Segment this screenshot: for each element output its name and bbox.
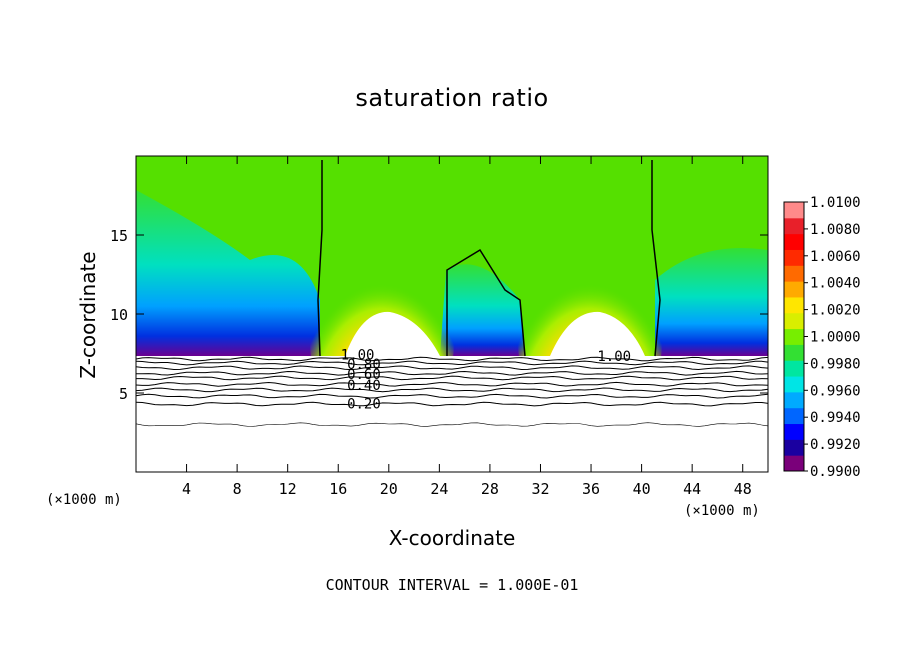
colorbar: 1.0100 1.0080 1.0060 1.0040 1.0020 1.0000 0.99… [783,195,861,480]
y-axis: 5 10 15 [110,227,768,403]
colorbar-label: 1.0040 [810,276,861,292]
colorbar-label: 1.0060 [810,249,861,265]
contour-line [136,370,769,376]
x-tick-label: 24 [430,480,448,498]
colorbar-swatch [784,312,804,330]
x-tick-label: 48 [734,480,752,498]
colorbar-swatch [784,423,804,440]
chart-title: saturation ratio [355,84,549,112]
contour-label: 0.20 [347,396,381,412]
colorbar-label: 0.9920 [810,437,861,453]
colorbar-swatch [784,233,804,250]
contour-line [135,401,769,407]
y-tick-label: 10 [110,306,128,324]
contour-label: 0.60 [347,367,381,383]
colorbar-swatch [784,281,804,298]
colorbar-label: 1.0020 [810,303,861,319]
x-tick-label: 16 [329,480,347,498]
colorbar-swatch [784,265,804,282]
y-tick-label: 15 [110,227,128,245]
colorbar-swatch [784,407,804,425]
colorbar-swatch [784,391,804,409]
contour-lines [135,356,769,427]
colorbar-label: 0.9900 [810,464,861,480]
contour-line [135,393,769,399]
colorbar-label: 1.0100 [810,195,861,211]
contour-interval-note: CONTOUR INTERVAL = 1.000E-01 [325,576,579,594]
x-tick-label: 8 [233,480,242,498]
colorbar-swatch [784,376,804,393]
contour-line [135,356,769,362]
x-axis: 4 8 12 16 20 24 28 32 36 40 44 48 [182,156,752,498]
colorbar-swatch [784,202,804,219]
colorbar-swatch [784,360,804,377]
colorbar-swatch [784,249,804,266]
contour-label: 0.80 [347,357,381,373]
x-tick-label: 4 [182,480,191,498]
x-tick-label: 40 [633,480,651,498]
x-tick-label: 28 [481,480,499,498]
contour-label: 1.00 [597,349,631,365]
x-tick-label: 20 [380,480,398,498]
colorbar-swatch [784,344,804,361]
contour-line [135,422,769,427]
x-unit-left: (×1000 m) [46,492,122,508]
contour-line [136,375,769,381]
x-tick-label: 32 [531,480,549,498]
colorbar-swatch [784,455,804,472]
colorbar-label: 0.9980 [810,356,861,372]
contour-labels: 1.000.800.600.400.201.00 [341,347,631,412]
x-axis-label: X-coordinate [388,526,516,550]
colorbar-label: 0.9960 [810,383,861,399]
colorbar-label: 1.0000 [810,330,861,346]
x-unit-right: (×1000 m) [684,503,760,519]
x-tick-label: 44 [683,480,701,498]
contour-line [135,387,769,393]
contour-label: 0.40 [347,378,381,394]
x-tick-label: 36 [582,480,600,498]
contour-line [135,360,769,366]
y-tick-label: 5 [119,385,128,403]
colorbar-swatch [784,439,804,456]
x-tick-label: 12 [279,480,297,498]
saturation-field [136,156,768,472]
colorbar-swatch [784,296,804,314]
contour-line [135,381,769,387]
colorbar-label: 0.9940 [810,410,861,426]
contour-line [135,365,769,371]
colorbar-swatch [784,217,804,235]
colorbar-label: 1.0080 [810,222,861,238]
contour-label: 1.00 [341,347,375,363]
colorbar-swatch [784,328,804,345]
